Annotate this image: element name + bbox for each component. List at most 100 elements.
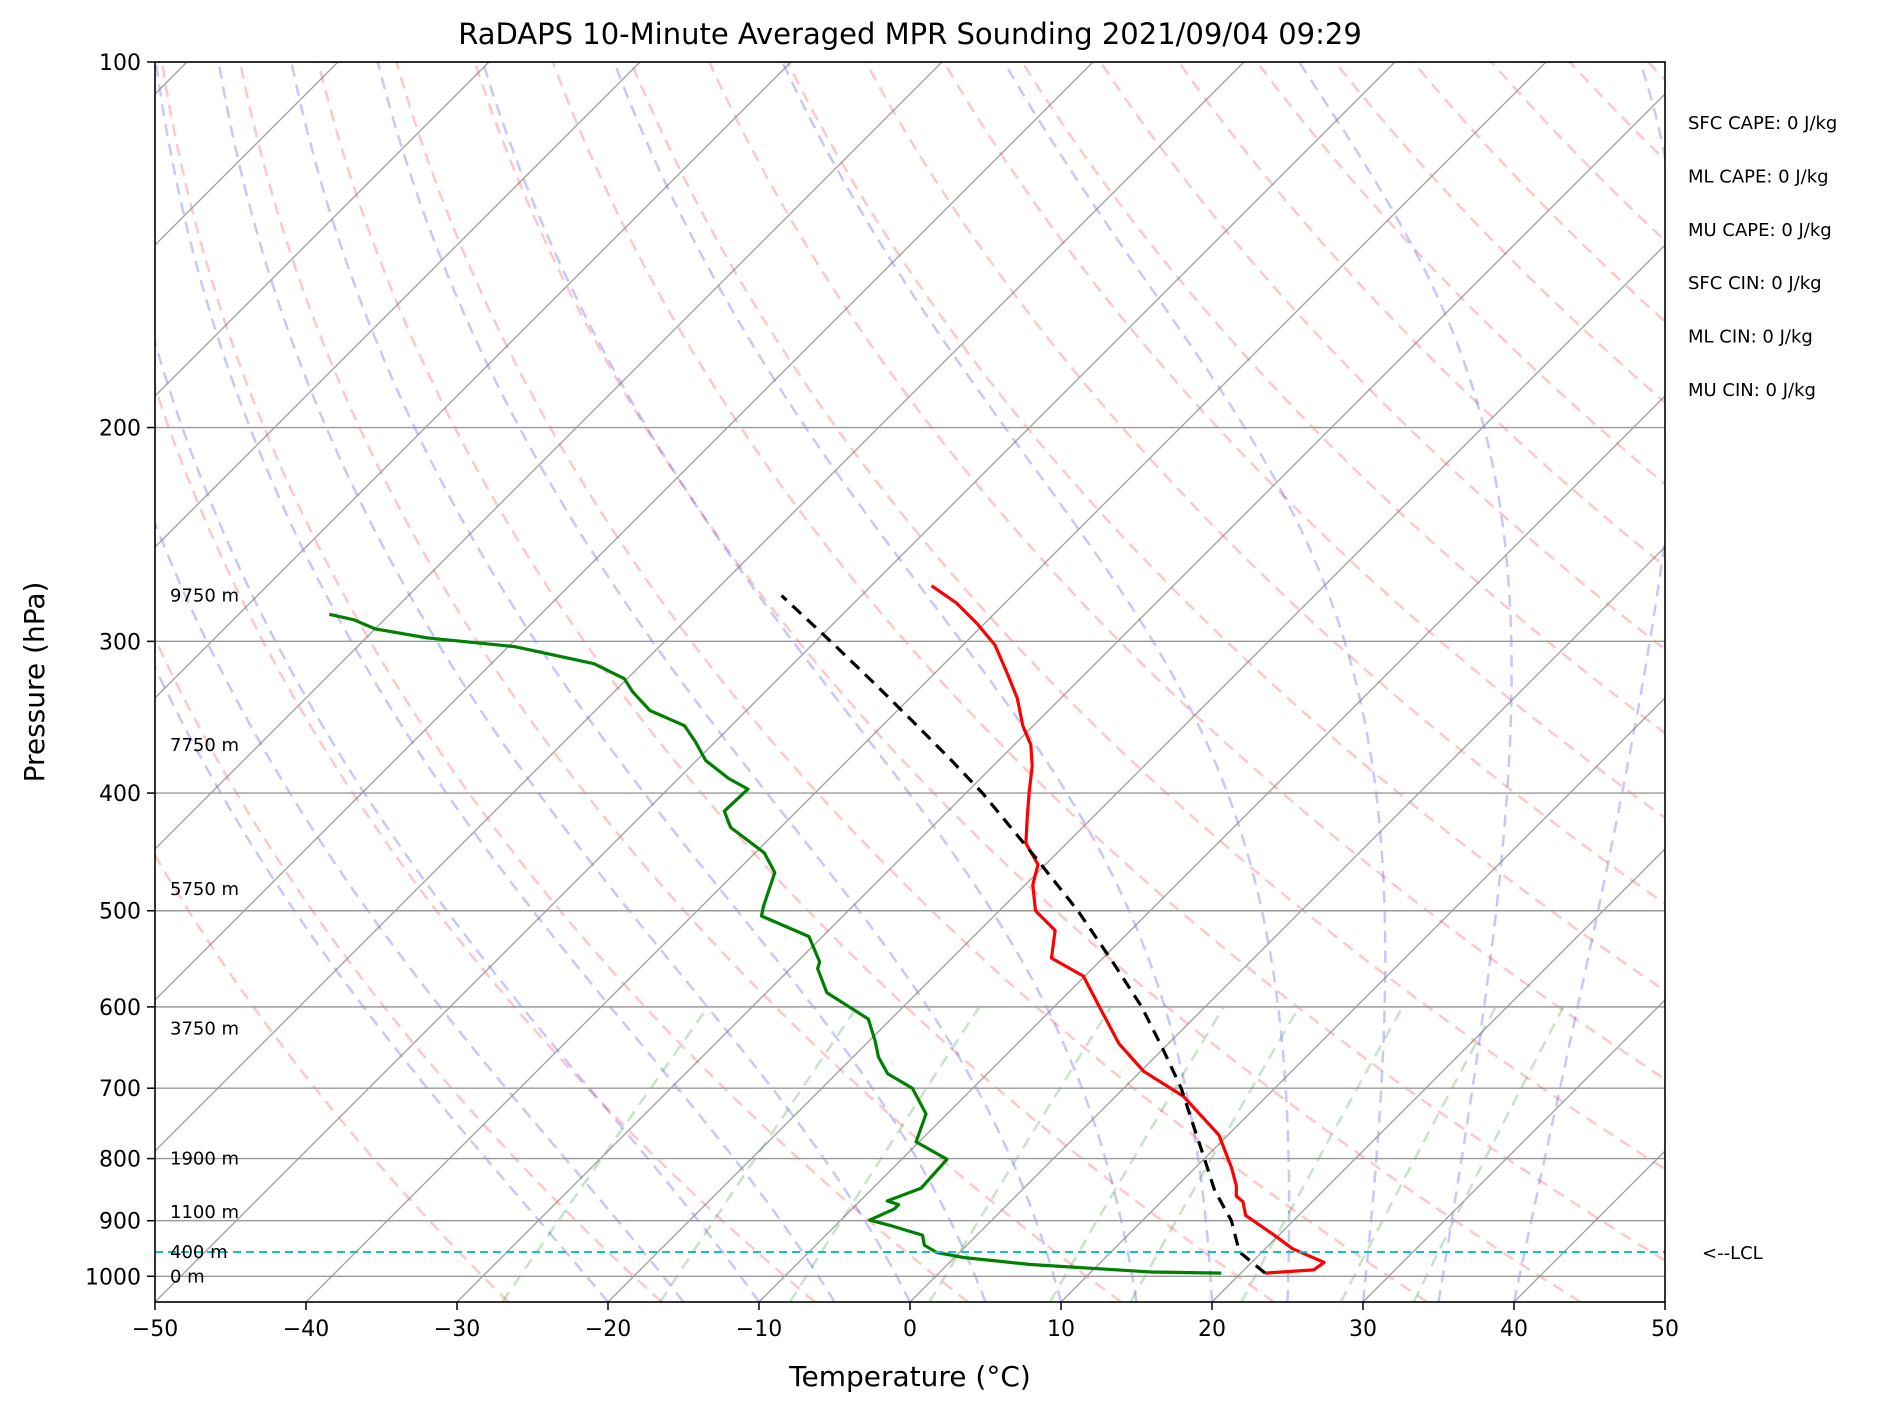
index-text: SFC CAPE: 0 J/kg <box>1688 113 1837 134</box>
dry-adiabat <box>155 636 663 1302</box>
height-label: 5750 m <box>170 879 239 900</box>
x-tick-label: 10 <box>1047 1317 1075 1342</box>
moist-adiabat <box>376 62 1063 1302</box>
dry-adiabat <box>629 62 1665 1171</box>
y-tick-label: 700 <box>99 1077 141 1102</box>
isotherm <box>1060 697 1665 1302</box>
dry-adiabat <box>395 62 1428 1302</box>
dry-adiabat <box>864 62 1665 906</box>
x-axis-ticks: −50 −40 −30 −20 −10 0 10 20 30 40 50 <box>132 1302 1679 1342</box>
isotherm <box>155 62 943 850</box>
moist-adiabat <box>1002 62 1387 1302</box>
dry-adiabat <box>551 62 1665 1262</box>
dry-adiabats <box>155 62 1665 1302</box>
x-tick-label: −50 <box>132 1317 178 1342</box>
mixing-ratio-line <box>501 1006 709 1302</box>
isotherm <box>155 62 1245 1152</box>
moist-adiabat <box>217 62 912 1302</box>
isotherm <box>456 93 1665 1302</box>
parcel-profile <box>780 594 1267 1275</box>
temperature-profile <box>930 584 1326 1275</box>
dry-adiabat <box>473 62 1582 1302</box>
index-text: ML CAPE: 0 J/kg <box>1688 166 1829 187</box>
mixing-ratio-line <box>1240 1006 1404 1302</box>
moist-adiabat <box>481 62 1138 1302</box>
mixing-ratio-line <box>1339 1006 1497 1302</box>
x-axis-label: Temperature (°C) <box>788 1360 1031 1393</box>
isotherm <box>305 62 1547 1302</box>
chart-title: RaDAPS 10-Minute Averaged MPR Sounding 2… <box>458 17 1362 51</box>
x-tick-label: −20 <box>585 1317 631 1342</box>
x-tick-label: −30 <box>434 1317 480 1342</box>
isotherm <box>155 62 792 699</box>
height-label: 400 m <box>170 1242 228 1263</box>
mixing-ratio-line <box>1412 1006 1565 1302</box>
moist-adiabat <box>155 664 609 1302</box>
height-label: 3750 m <box>170 1018 239 1039</box>
isotherm <box>607 244 1665 1302</box>
height-label: 7750 m <box>170 735 239 756</box>
dewpoint-profile <box>328 612 1222 1275</box>
isotherm <box>1211 848 1665 1302</box>
isotherm <box>155 62 490 397</box>
sounding-profiles <box>328 584 1326 1275</box>
y-tick-label: 300 <box>99 630 141 655</box>
y-tick-label: 800 <box>99 1148 141 1173</box>
moist-adiabat <box>155 62 836 1302</box>
index-text: MU CIN: 0 J/kg <box>1688 380 1816 401</box>
y-tick-label: 400 <box>99 782 141 807</box>
y-axis-label: Pressure (hPa) <box>18 582 51 783</box>
height-label: 0 m <box>170 1266 205 1287</box>
x-tick-label: 50 <box>1651 1317 1679 1342</box>
moist-adiabat <box>612 62 1214 1302</box>
mixing-ratio-line <box>1129 1006 1301 1302</box>
moist-adiabat <box>290 62 987 1302</box>
x-tick-label: 0 <box>903 1317 917 1342</box>
index-text: ML CIN: 0 J/kg <box>1688 327 1813 348</box>
isotherm <box>155 62 1094 1001</box>
moist-adiabat <box>1298 62 1513 1302</box>
mixing-ratio-line <box>659 1006 859 1302</box>
y-tick-label: 100 <box>99 51 141 76</box>
mixing-ratio-line <box>1048 1006 1225 1302</box>
isotherm <box>1362 999 1665 1302</box>
background-lines <box>155 62 1665 1302</box>
isotherm <box>758 395 1665 1302</box>
isotherms <box>155 62 1665 1302</box>
stability-indices: SFC CAPE: 0 J/kg ML CAPE: 0 J/kg MU CAPE: … <box>1688 113 1837 401</box>
mixing-ratio-lines <box>501 1006 1565 1302</box>
y-tick-label: 1000 <box>85 1265 141 1290</box>
height-label: 1100 m <box>170 1202 239 1223</box>
x-tick-label: 20 <box>1198 1317 1226 1342</box>
moist-adiabat <box>1512 62 1665 1302</box>
y-tick-label: 600 <box>99 996 141 1021</box>
x-tick-label: 40 <box>1500 1317 1528 1342</box>
y-tick-label: 500 <box>99 900 141 925</box>
y-axis-ticks: 100 200 300 400 500 600 700 800 900 1000 <box>85 51 155 1290</box>
isotherm <box>155 62 1396 1302</box>
isotherm <box>909 546 1665 1302</box>
mixing-ratio-line <box>928 1006 1112 1302</box>
height-label: 9750 m <box>170 585 239 606</box>
y-tick-label: 200 <box>99 417 141 442</box>
index-text: SFC CIN: 0 J/kg <box>1688 273 1822 294</box>
x-tick-label: 30 <box>1349 1317 1377 1342</box>
x-tick-label: −10 <box>736 1317 782 1342</box>
dry-adiabat <box>942 62 1665 820</box>
dry-adiabat <box>238 62 1122 1302</box>
height-labels: 9750 m 7750 m 5750 m 3750 m 1900 m 1100 m 400 … <box>170 585 239 1287</box>
mixing-ratio-line <box>788 1006 981 1302</box>
lcl-marker: <--LCL <box>155 1243 1763 1264</box>
dry-adiabat <box>786 62 1665 993</box>
lcl-label: <--LCL <box>1702 1243 1763 1264</box>
dry-adiabat <box>155 383 816 1302</box>
y-tick-label: 900 <box>99 1210 141 1235</box>
dry-adiabat <box>155 852 510 1302</box>
index-text: MU CAPE: 0 J/kg <box>1688 220 1832 241</box>
dry-adiabat <box>316 62 1275 1302</box>
isotherm <box>155 62 641 548</box>
height-label: 1900 m <box>170 1149 239 1170</box>
moist-adiabat <box>781 62 1291 1302</box>
moist-adiabat <box>155 519 685 1302</box>
